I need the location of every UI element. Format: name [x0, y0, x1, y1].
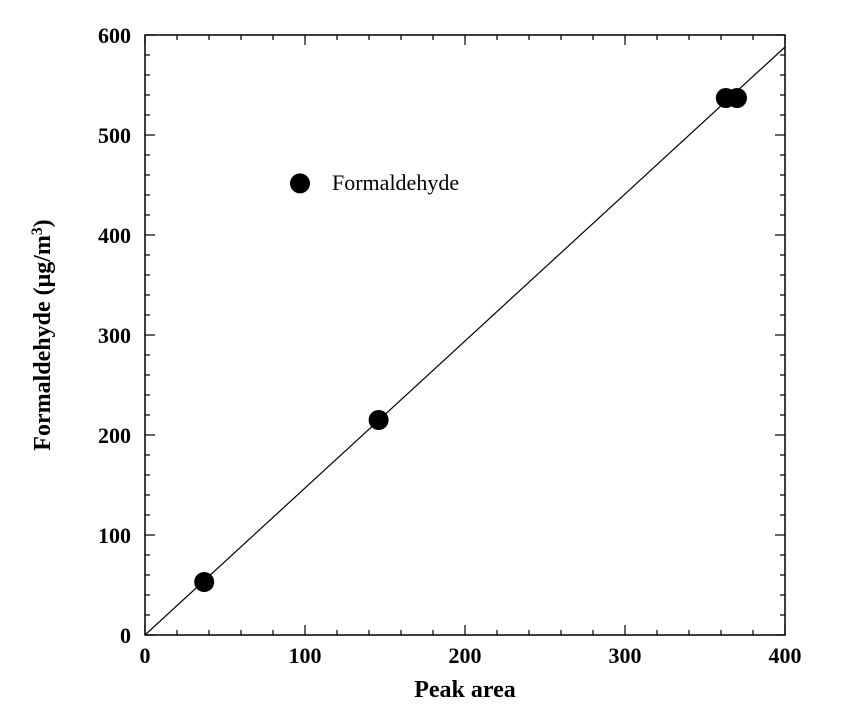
- y-tick-label: 400: [98, 223, 131, 248]
- x-tick-label: 400: [769, 643, 802, 668]
- x-tick-label: 300: [609, 643, 642, 668]
- legend-marker: [290, 173, 310, 193]
- y-axis-label: Formaldehyde (μg/m3): [29, 219, 57, 450]
- y-tick-label: 100: [98, 523, 131, 548]
- scatter-chart: 0 100 200 300 400 0 100 200 300 400 500 600 Peak are…: [0, 0, 841, 711]
- data-point: [727, 88, 747, 108]
- data-point: [194, 572, 214, 592]
- data-point: [369, 410, 389, 430]
- y-tick-label: 600: [98, 23, 131, 48]
- x-tick-label: 0: [140, 643, 151, 668]
- legend-label: Formaldehyde: [332, 170, 459, 195]
- chart-container: 0 100 200 300 400 0 100 200 300 400 500 600 Peak are…: [0, 0, 841, 711]
- x-tick-label: 200: [449, 643, 482, 668]
- y-tick-label: 300: [98, 323, 131, 348]
- x-tick-label: 100: [289, 643, 322, 668]
- y-tick-label: 200: [98, 423, 131, 448]
- x-axis-label: Peak area: [414, 677, 516, 703]
- y-tick-label: 0: [120, 623, 131, 648]
- y-tick-label: 500: [98, 123, 131, 148]
